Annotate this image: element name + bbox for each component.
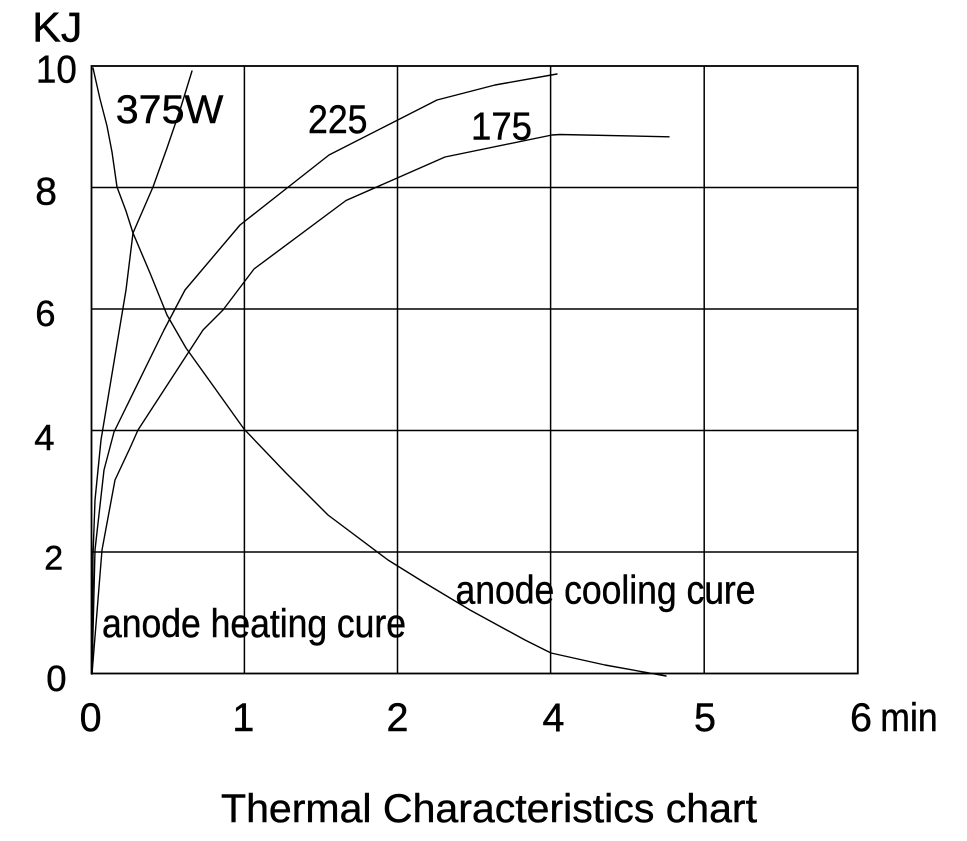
svg-text:6: 6 [850,696,872,740]
svg-text:Thermal Characteristics chart: Thermal Characteristics chart [221,787,757,831]
svg-text:8: 8 [35,171,57,214]
svg-text:0: 0 [46,658,66,699]
svg-text:2: 2 [44,539,63,577]
svg-text:375W: 375W [116,88,224,132]
svg-text:1: 1 [232,696,254,740]
svg-text:4: 4 [34,417,54,458]
svg-text:0: 0 [80,696,102,740]
svg-text:anode heating cure: anode heating cure [102,602,406,646]
svg-text:anode cooling cure: anode cooling cure [456,569,756,613]
svg-text:10: 10 [36,49,77,92]
svg-text:175: 175 [471,106,532,149]
svg-text:4: 4 [543,696,565,740]
svg-text:6: 6 [35,293,55,334]
svg-text:5: 5 [694,696,716,740]
svg-text:min: min [880,696,937,740]
svg-text:KJ: KJ [32,3,82,50]
svg-text:2: 2 [387,696,409,740]
svg-text:225: 225 [308,98,368,142]
